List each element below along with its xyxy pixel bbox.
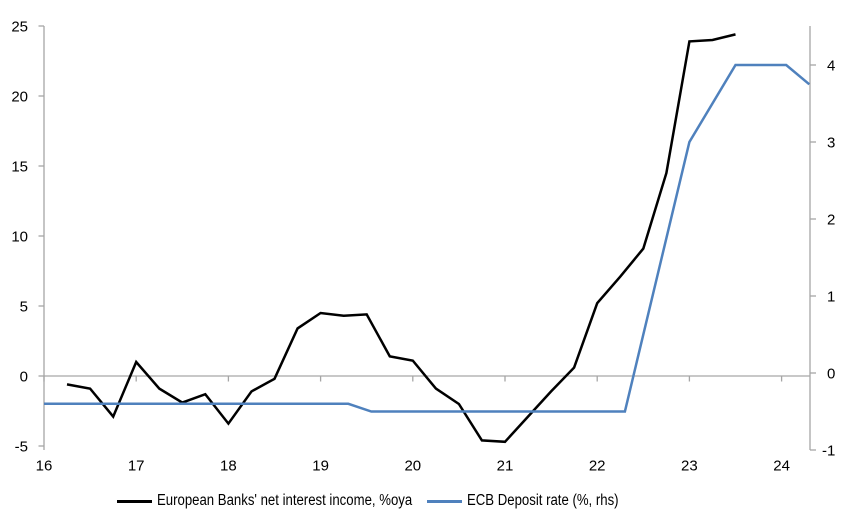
y-axis-left-label: -5 <box>15 439 28 456</box>
x-axis-label: 17 <box>128 458 145 475</box>
legend-label-ecb-deposit-rate: ECB Deposit rate (%, rhs) <box>467 492 619 509</box>
x-axis-label: 21 <box>497 458 514 475</box>
series-line-ecb-deposit-rate <box>44 63 811 413</box>
y-axis-left-label: 10 <box>11 229 28 246</box>
y-axis-right-label: 4 <box>827 58 835 75</box>
y-axis-right-label: -1 <box>822 443 835 460</box>
y-axis-right-label: 2 <box>827 212 835 229</box>
x-axis-label: 19 <box>312 458 329 475</box>
y-axis-left-label: 25 <box>11 19 28 36</box>
x-axis-label: 22 <box>589 458 606 475</box>
x-axis-label: 23 <box>681 458 698 475</box>
y-axis-right-label: 1 <box>827 289 835 306</box>
y-axis-left-label: 5 <box>20 299 28 316</box>
y-axis-right-label: 3 <box>827 135 835 152</box>
x-axis-label: 20 <box>404 458 421 475</box>
chart-legend: European Banks' net interest income, %oy… <box>0 492 852 514</box>
x-axis-label: 24 <box>773 458 790 475</box>
y-axis-right-label: 0 <box>827 366 835 383</box>
y-axis-left-label: 20 <box>11 89 28 106</box>
y-axis-left-label: 0 <box>20 369 28 386</box>
series-line-bank-nii <box>66 33 736 444</box>
x-axis-label: 16 <box>36 458 53 475</box>
legend-item-ecb-deposit-rate: ECB Deposit rate (%, rhs) <box>427 492 645 510</box>
blue-line-swatch <box>427 499 462 503</box>
black-line-swatch <box>117 499 152 503</box>
legend-item-bank-nii: European Banks' net interest income, %oy… <box>117 492 457 510</box>
x-axis-label: 18 <box>220 458 237 475</box>
y-axis-left-label: 15 <box>11 159 28 176</box>
legend-label-bank-nii: European Banks' net interest income, %oy… <box>157 492 413 509</box>
